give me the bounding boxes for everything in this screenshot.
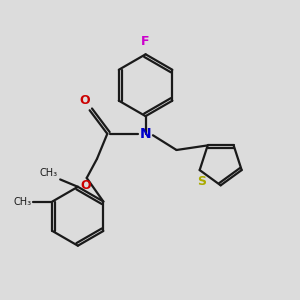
- Text: F: F: [141, 35, 150, 48]
- Text: CH₃: CH₃: [14, 196, 32, 206]
- Text: O: O: [79, 94, 90, 107]
- Text: CH₃: CH₃: [39, 168, 57, 178]
- Text: N: N: [140, 127, 152, 141]
- Text: S: S: [196, 176, 206, 188]
- Text: O: O: [80, 178, 91, 192]
